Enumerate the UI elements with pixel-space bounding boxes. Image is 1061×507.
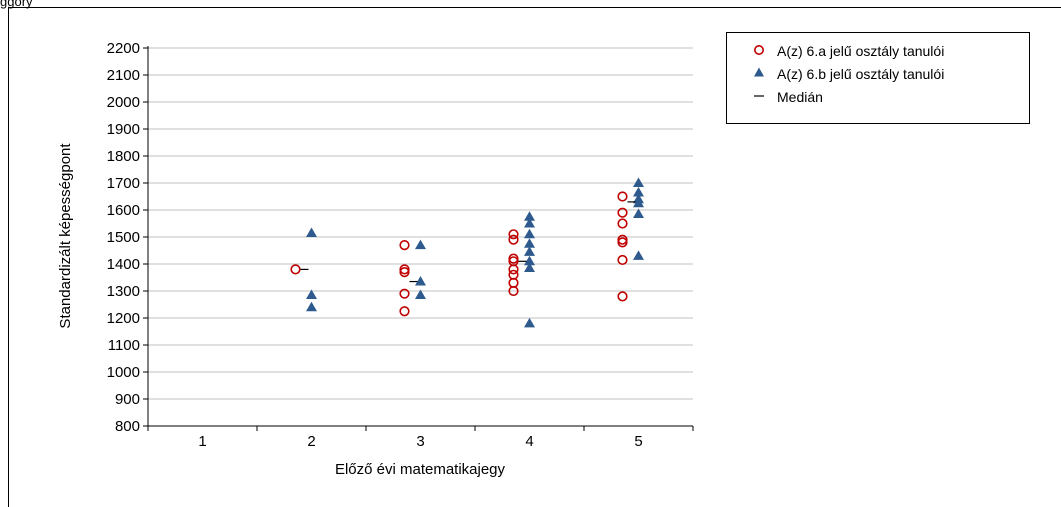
legend-label-median: Medián (777, 89, 823, 105)
class-a-point (508, 234, 519, 245)
class-b-point (633, 197, 644, 208)
x-tick-label: 2 (307, 433, 315, 450)
class-b-point (306, 289, 317, 300)
class-a-point (399, 267, 410, 278)
class-b-point (415, 239, 426, 250)
class-a-point (508, 229, 519, 240)
class-a-point (617, 191, 628, 202)
class-b-point (633, 250, 644, 260)
y-tick-label: 1500 (107, 229, 140, 246)
class-a-point (617, 254, 628, 266)
class-b-point (524, 228, 535, 239)
class-b-point (524, 238, 535, 248)
legend-item-class-b: A(z) 6.b jelű osztály tanulói (727, 65, 1027, 85)
class-a-point (617, 291, 628, 302)
y-tick-label: 800 (115, 418, 140, 435)
class-b-point (524, 262, 535, 273)
legend: A(z) 6.a jelű osztály tanulói A(z) 6.b j… (726, 32, 1030, 124)
legend-item-class-a: A(z) 6.a jelű osztály tanulói (727, 42, 1027, 62)
class-a-point (399, 288, 410, 299)
y-axis-label: Standardizált képességpont (57, 143, 74, 329)
y-tick-label: 1300 (107, 283, 140, 300)
x-tick-label: 3 (416, 433, 424, 450)
class-b-point (633, 186, 644, 197)
class-b-point (524, 317, 535, 328)
class-a-point (399, 240, 410, 251)
y-tick-label: 2200 (107, 40, 140, 57)
y-tick-label: 1800 (107, 148, 140, 165)
chart-frame (8, 7, 1061, 507)
class-b-point (633, 177, 644, 187)
class-b-point (524, 255, 535, 266)
class-b-point (306, 227, 317, 237)
tick-labels: 800 900 1000 1100 1200 1300 1400 1500 1600 1700 18… (107, 40, 643, 450)
y-tick-label: 1100 (108, 337, 140, 354)
class-a-point (617, 237, 628, 248)
class-a-point (399, 306, 410, 317)
y-tick-label: 1000 (107, 364, 140, 381)
y-tick-label: 1900 (107, 121, 140, 138)
y-tick-label: 1700 (107, 175, 140, 192)
y-tick-label: 1400 (107, 256, 140, 273)
y-tick-label: 1200 (107, 310, 140, 327)
class-b-point (524, 246, 535, 256)
class-b-point (524, 211, 535, 221)
y-tick-label: 1600 (107, 202, 140, 219)
axes (143, 46, 694, 431)
y-tick-label: 2000 (107, 94, 140, 111)
x-tick-label: 1 (198, 433, 206, 450)
x-axis-label: Előző évi matematikajegy (335, 461, 506, 478)
data-points (290, 177, 644, 328)
x-tick-label: 4 (525, 433, 533, 450)
class-a-point (617, 207, 628, 218)
class-b-point (633, 208, 644, 219)
y-tick-label: 2100 (107, 67, 140, 84)
class-b-point (415, 276, 426, 286)
class-b-point (306, 301, 317, 312)
legend-item-median: Medián (727, 88, 1027, 108)
top-caption-fragment: ggory (0, 0, 33, 9)
x-tick-label: 5 (634, 433, 642, 450)
legend-label-class-a: A(z) 6.a jelű osztály tanulói (777, 43, 945, 59)
y-tick-label: 900 (115, 391, 140, 408)
median-dash-icon (754, 95, 764, 97)
class-a-point (290, 264, 301, 275)
class-b-point (524, 218, 535, 228)
class-a-point (617, 218, 628, 229)
triangle-marker-icon (754, 67, 764, 77)
legend-label-class-b: A(z) 6.b jelű osztály tanulói (777, 66, 945, 82)
grid-lines (148, 47, 693, 400)
class-a-point (508, 285, 519, 297)
class-b-point (415, 289, 426, 300)
circle-marker-icon (754, 45, 764, 55)
class-a-point (508, 264, 519, 275)
